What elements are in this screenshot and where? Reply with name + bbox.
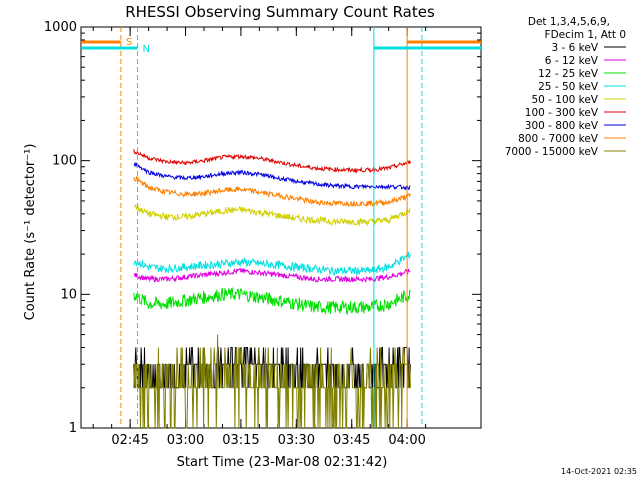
x-tick-label: 04:00 bbox=[388, 433, 425, 448]
legend-label: 3 - 6 keV bbox=[551, 42, 598, 54]
legend-label: 300 - 800 keV bbox=[525, 120, 599, 132]
series-line bbox=[133, 334, 411, 429]
x-tick-label: 03:45 bbox=[333, 433, 370, 448]
y-axis-label: Count Rate (s⁻¹ detector⁻¹) bbox=[23, 144, 38, 321]
legend-label: 800 - 7000 keV bbox=[518, 133, 599, 145]
plot-area: 1 10 100 1000 02:45 03:00 03:15 03:30 03:45 04:00… bbox=[44, 20, 482, 448]
y-tick-label: 100 bbox=[52, 154, 77, 169]
legend-header-detectors: Det 1,3,4,5,6,9, bbox=[528, 16, 610, 28]
x-tick-label: 03:30 bbox=[278, 433, 315, 448]
x-tick-label: 03:15 bbox=[222, 433, 259, 448]
legend-label: 100 - 300 keV bbox=[525, 107, 599, 119]
plot-frame bbox=[80, 26, 482, 429]
y-tick-label: 10 bbox=[60, 287, 77, 302]
flag-label-s: S bbox=[126, 37, 132, 48]
series-line bbox=[133, 203, 411, 227]
x-tick-label: 02:45 bbox=[111, 433, 148, 448]
y-tick-label: 1 bbox=[69, 421, 77, 436]
series-line bbox=[133, 267, 411, 284]
legend-label: 7000 - 15000 keV bbox=[505, 146, 599, 158]
legend-label: 6 - 12 keV bbox=[545, 55, 599, 67]
legend-label: 50 - 100 keV bbox=[531, 94, 598, 106]
chart-title: RHESSI Observing Summary Count Rates bbox=[125, 3, 435, 21]
series-line bbox=[133, 175, 411, 208]
series-line bbox=[133, 251, 411, 277]
series-line bbox=[133, 287, 411, 316]
series-line bbox=[133, 149, 411, 174]
y-tick-label: 1000 bbox=[44, 20, 77, 35]
flag-label-n: N bbox=[143, 44, 150, 55]
series-line bbox=[133, 162, 411, 191]
legend-header-decim: FDecim 1, Att 0 bbox=[545, 29, 626, 41]
x-tick-label: 03:00 bbox=[167, 433, 204, 448]
legend-label: 25 - 50 keV bbox=[538, 81, 599, 93]
timestamp: 14-Oct-2021 02:35 bbox=[561, 467, 637, 476]
x-axis-label: Start Time (23-Mar-08 02:31:42) bbox=[177, 455, 388, 470]
legend-label: 12 - 25 keV bbox=[538, 68, 599, 80]
